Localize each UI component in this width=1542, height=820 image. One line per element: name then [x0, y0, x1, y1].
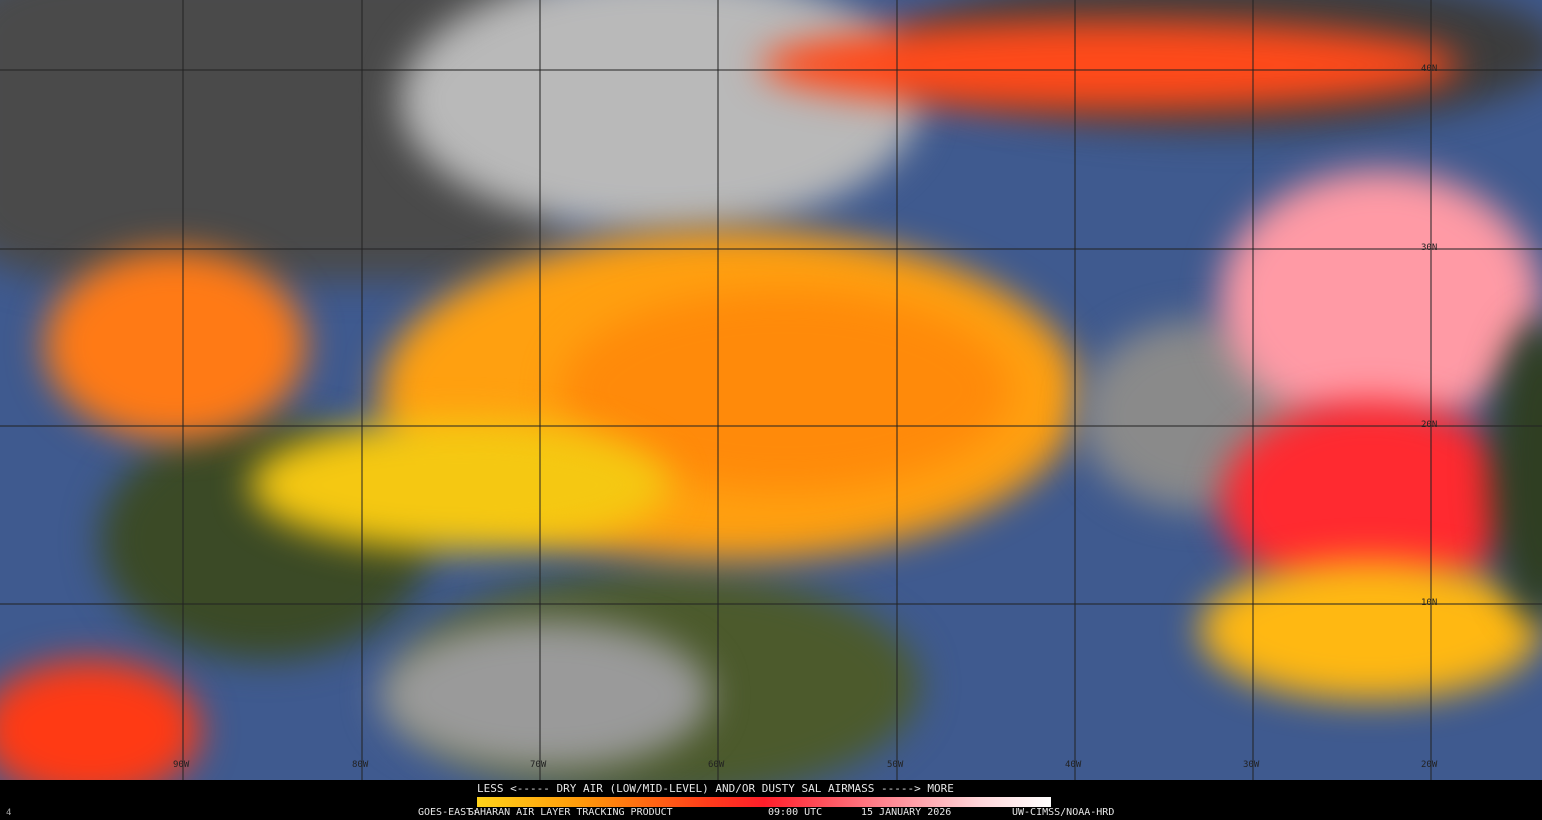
latitude-label: 40N: [1421, 64, 1438, 74]
sal-yellow-edge: [250, 420, 670, 550]
colorscale-bar: [477, 797, 1051, 807]
legend-title: LESS <----- DRY AIR (LOW/MID-LEVEL) AND/…: [477, 782, 954, 795]
gulf-dry-air: [45, 250, 305, 440]
latitude-label: 30N: [1421, 243, 1438, 253]
date-label: 15 JANUARY 2026: [861, 807, 952, 818]
longitude-label: 50W: [887, 760, 904, 770]
longitude-label: 90W: [173, 760, 190, 770]
longitude-label: 20W: [1421, 760, 1438, 770]
latitude-label: 10N: [1421, 598, 1438, 608]
credit-label: UW-CIMSS/NOAA-HRD: [1012, 807, 1115, 818]
time-label: 09:00 UTC: [768, 807, 823, 818]
longitude-label: 30W: [1243, 760, 1260, 770]
lat-lon-grid: [0, 0, 1542, 780]
sal-pink-east: [1220, 170, 1540, 430]
satellite-map: [0, 0, 1542, 780]
longitude-label: 60W: [708, 760, 725, 770]
product-name: SAHARAN AIR LAYER TRACKING PRODUCT: [468, 807, 673, 818]
corner-mark: 4: [6, 808, 12, 818]
dry-air-southwest: [0, 660, 200, 780]
longitude-label: 80W: [352, 760, 369, 770]
clouds-south: [380, 620, 710, 770]
longitude-label: 40W: [1065, 760, 1082, 770]
sal-orange-south: [1200, 560, 1540, 700]
longitude-label: 70W: [530, 760, 547, 770]
latitude-label: 20N: [1421, 420, 1438, 430]
dry-air-north: [760, 20, 1460, 110]
satellite-label: GOES-EAST:: [418, 807, 479, 818]
